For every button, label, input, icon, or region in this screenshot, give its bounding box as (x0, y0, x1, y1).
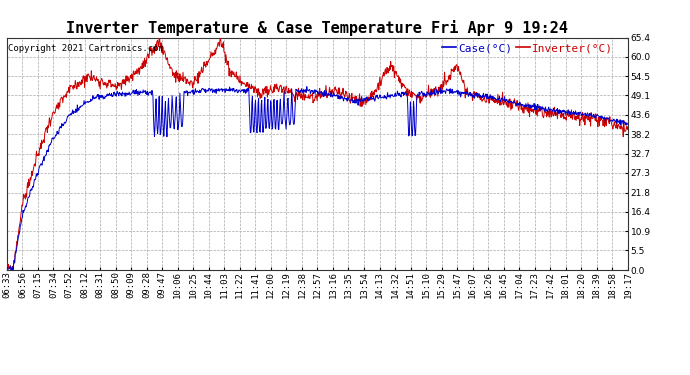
Title: Inverter Temperature & Case Temperature Fri Apr 9 19:24: Inverter Temperature & Case Temperature … (66, 20, 569, 36)
Text: Copyright 2021 Cartronics.com: Copyright 2021 Cartronics.com (8, 45, 164, 54)
Legend: Case(°C), Inverter(°C): Case(°C), Inverter(°C) (442, 43, 613, 53)
